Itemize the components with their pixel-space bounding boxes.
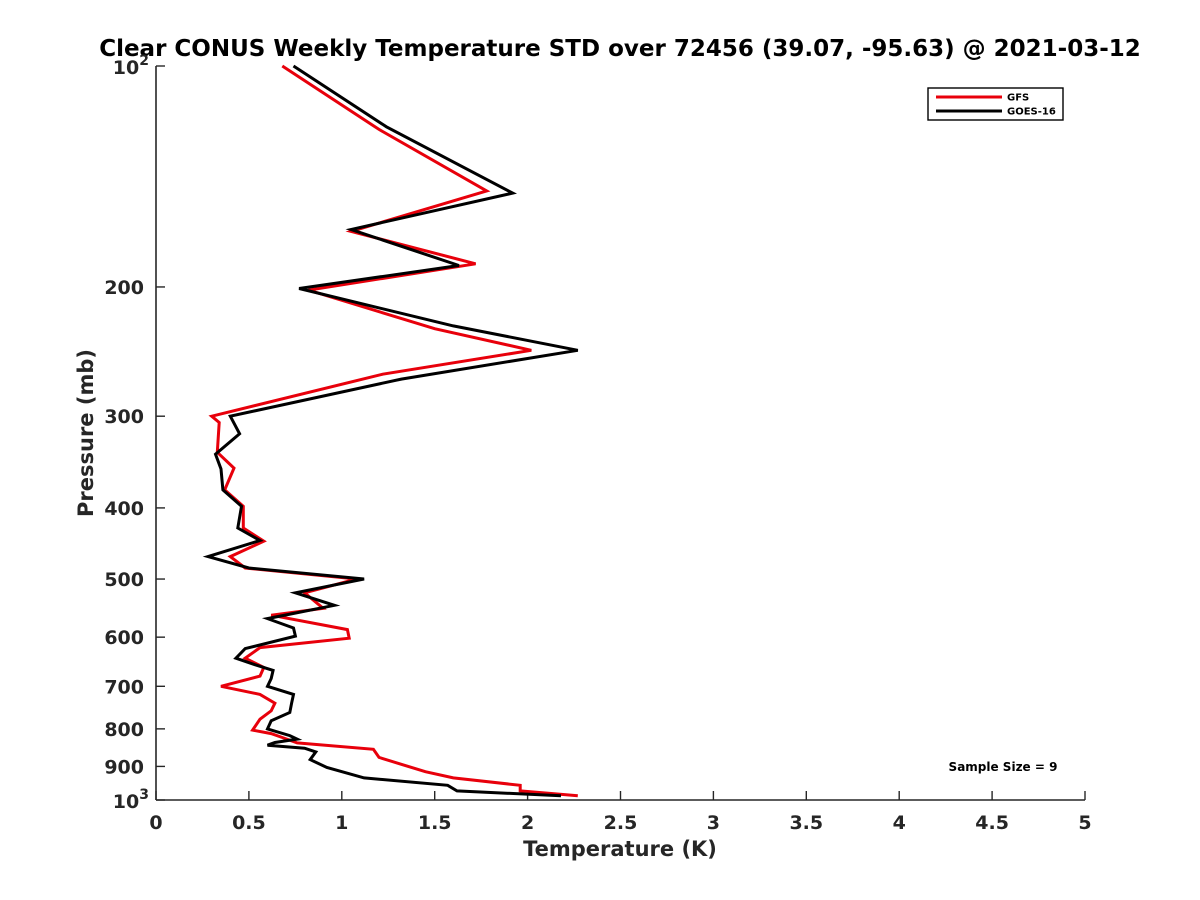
temperature-std-chart: Clear CONUS Weekly Temperature STD over … [0, 0, 1200, 900]
legend-label-gfs: GFS [1007, 93, 1029, 104]
series-line-goes-16 [208, 66, 578, 796]
y-tick-label: 103 [113, 787, 149, 813]
x-tick-label: 3 [707, 812, 720, 834]
y-tick-label: 900 [104, 756, 144, 778]
y-tick-base: 10 [113, 791, 139, 813]
series-lines [208, 66, 578, 796]
y-tick-label: 102 [113, 53, 149, 79]
y-tick-base: 10 [113, 57, 139, 79]
y-tick-label: 600 [104, 627, 144, 649]
x-tick-label: 0.5 [232, 812, 266, 834]
y-tick-label: 200 [104, 277, 144, 299]
legend-label-goes-16: GOES-16 [1007, 107, 1056, 118]
x-tick-label: 0 [149, 812, 162, 834]
x-tick-label: 2 [521, 812, 534, 834]
y-tick-label: 800 [104, 719, 144, 741]
y-axis-label: Pressure (mb) [74, 349, 98, 517]
axes: 0 0.5 1 1.5 2 2.5 3 3.5 4 4.5 51022003004005006007… [104, 53, 1091, 834]
y-tick-label: 400 [104, 498, 144, 520]
x-axis-label: Temperature (K) [523, 837, 717, 861]
y-tick-label: 300 [104, 406, 144, 428]
y-tick-label: 500 [104, 569, 144, 591]
x-tick-label: 1.5 [418, 812, 452, 834]
x-tick-label: 2.5 [604, 812, 638, 834]
y-tick-exponent: 3 [139, 787, 149, 803]
legend: GFS GOES-16 [928, 88, 1063, 120]
x-tick-label: 4.5 [975, 812, 1009, 834]
y-tick-exponent: 2 [139, 53, 149, 69]
x-tick-label: 4 [893, 812, 906, 834]
x-tick-label: 1 [335, 812, 348, 834]
chart-title: Clear CONUS Weekly Temperature STD over … [99, 36, 1141, 62]
sample-size-annotation: Sample Size = 9 [949, 760, 1058, 774]
y-tick-label: 700 [104, 676, 144, 698]
x-tick-label: 5 [1078, 812, 1091, 834]
x-tick-label: 3.5 [789, 812, 823, 834]
